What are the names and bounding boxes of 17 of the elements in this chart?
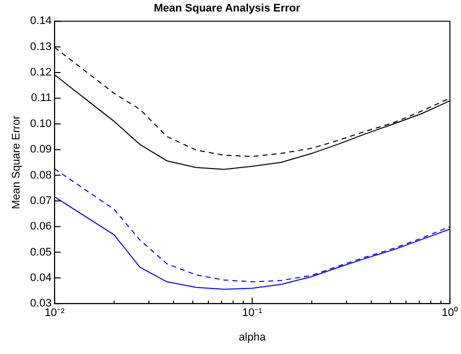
x-tick-label: 10⁰ — [442, 306, 458, 320]
y-tick-label: 0.09 — [30, 144, 52, 156]
x-axis-title: alpha — [238, 331, 267, 344]
y-tick-label: 0.08 — [30, 169, 52, 182]
y-tick-label: 0.06 — [30, 220, 52, 233]
y-tick-label: 0.12 — [30, 66, 52, 79]
y-tick-label: 0.11 — [31, 92, 52, 104]
y-tick-label: 0.07 — [30, 194, 52, 207]
y-tick-label: 0.14 — [30, 15, 52, 28]
y-axis-title: Mean Square Error — [10, 115, 23, 210]
chart-title: Mean Square Analysis Error — [154, 2, 301, 15]
y-tick-label: 0.13 — [30, 40, 52, 53]
y-tick-label: 0.05 — [30, 246, 52, 258]
y-tick-label: 0.10 — [30, 118, 52, 130]
x-tick-label: 10⁻¹ — [242, 307, 263, 320]
y-tick-label: 0.04 — [30, 272, 52, 284]
x-tick-label: 10⁻² — [44, 307, 65, 320]
